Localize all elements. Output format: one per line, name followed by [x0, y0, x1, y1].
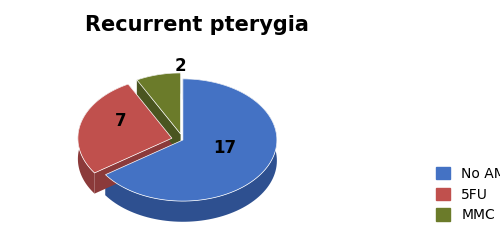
Legend: No AM, 5FU, MMC: No AM, 5FU, MMC [436, 167, 500, 222]
Polygon shape [137, 80, 180, 155]
Polygon shape [78, 84, 128, 194]
Text: 2: 2 [175, 57, 186, 75]
Polygon shape [94, 138, 172, 194]
Polygon shape [137, 73, 180, 101]
Title: Recurrent pterygia: Recurrent pterygia [85, 15, 309, 35]
Polygon shape [106, 140, 183, 195]
Text: 17: 17 [214, 138, 236, 157]
Polygon shape [106, 79, 277, 222]
Text: 7: 7 [114, 112, 126, 130]
Polygon shape [78, 84, 172, 173]
Polygon shape [137, 73, 180, 134]
Polygon shape [106, 79, 277, 201]
Polygon shape [128, 84, 172, 159]
